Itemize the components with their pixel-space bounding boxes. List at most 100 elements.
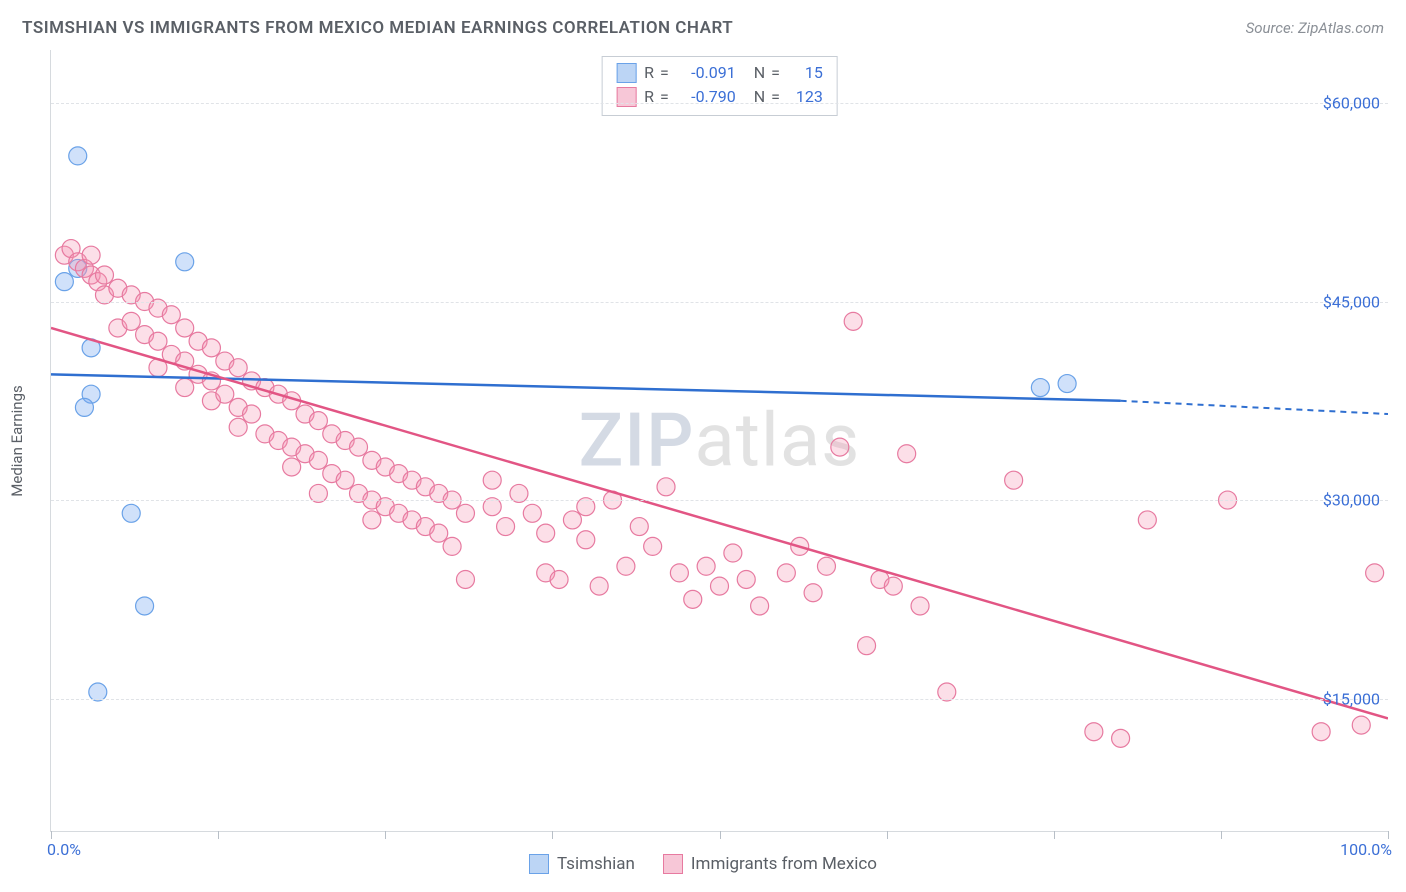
scatter-point (711, 577, 729, 595)
scatter-point (443, 537, 461, 555)
scatter-point (644, 537, 662, 555)
chart-header: TSIMSHIAN VS IMMIGRANTS FROM MEXICO MEDI… (0, 0, 1406, 44)
legend-label: Tsimshian (557, 854, 635, 874)
scatter-point (336, 471, 354, 489)
corr-r-value: -0.790 (678, 85, 736, 109)
x-tick-mark (1221, 831, 1222, 839)
scatter-point (858, 637, 876, 655)
scatter-point (1138, 511, 1156, 529)
scatter-point (309, 412, 327, 430)
scatter-point (176, 319, 194, 337)
corr-n-value: 123 (789, 85, 823, 109)
series-legend: Tsimshian Immigrants from Mexico (529, 854, 877, 874)
scatter-point (670, 564, 688, 582)
scatter-point (777, 564, 795, 582)
scatter-point (657, 478, 675, 496)
scatter-point (884, 577, 902, 595)
gridline (51, 103, 1388, 104)
trend-line-extrapolated (1121, 401, 1388, 414)
scatter-point (590, 577, 608, 595)
scatter-point (456, 570, 474, 588)
scatter-point (804, 584, 822, 602)
scatter-point (283, 458, 301, 476)
scatter-point (82, 246, 100, 264)
scatter-point (497, 518, 515, 536)
scatter-point (456, 504, 474, 522)
scatter-point (363, 511, 381, 529)
scatter-point (898, 445, 916, 463)
scatter-point (577, 531, 595, 549)
x-axis-min-label: 0.0% (47, 840, 81, 859)
y-tick-label: $60,000 (1323, 93, 1380, 112)
scatter-point (724, 544, 742, 562)
scatter-point (176, 253, 194, 271)
scatter-point (737, 570, 755, 588)
scatter-point (1031, 379, 1049, 397)
legend-swatch (616, 87, 636, 107)
x-tick-mark (51, 831, 52, 839)
corr-n-label: N = (744, 85, 781, 109)
scatter-point (1058, 375, 1076, 393)
correlation-row: R =-0.091 N =15 (616, 61, 823, 85)
scatter-point (831, 438, 849, 456)
scatter-point (1312, 723, 1330, 741)
corr-n-label: N = (744, 61, 781, 85)
x-tick-mark (1388, 831, 1389, 839)
gridline (51, 302, 1388, 303)
scatter-point (75, 398, 93, 416)
scatter-point (1352, 716, 1370, 734)
scatter-point (149, 332, 167, 350)
correlation-legend: R =-0.091 N =15R =-0.790 N =123 (601, 56, 838, 116)
scatter-point (684, 590, 702, 608)
scatter-point (430, 524, 448, 542)
legend-item: Immigrants from Mexico (663, 854, 877, 874)
chart-source: Source: ZipAtlas.com (1246, 19, 1384, 37)
scatter-point (229, 359, 247, 377)
scatter-point (1005, 471, 1023, 489)
y-tick-label: $45,000 (1323, 292, 1380, 311)
chart-area: Median Earnings ZIPatlas R =-0.091 N =15… (50, 50, 1388, 832)
y-axis-label: Median Earnings (8, 385, 26, 496)
scatter-point (617, 557, 635, 575)
scatter-point (216, 385, 234, 403)
scatter-point (697, 557, 715, 575)
legend-label: Immigrants from Mexico (691, 854, 877, 874)
scatter-point (630, 518, 648, 536)
scatter-point (550, 570, 568, 588)
legend-swatch (663, 854, 683, 874)
corr-r-label: R = (644, 85, 670, 109)
scatter-point (122, 504, 140, 522)
scatter-point (817, 557, 835, 575)
corr-r-value: -0.091 (678, 61, 736, 85)
scatter-point (844, 312, 862, 330)
chart-title: TSIMSHIAN VS IMMIGRANTS FROM MEXICO MEDI… (22, 18, 733, 38)
scatter-point (229, 418, 247, 436)
gridline (51, 699, 1388, 700)
corr-n-value: 15 (789, 61, 823, 85)
x-tick-mark (887, 831, 888, 839)
scatter-point (202, 339, 220, 357)
x-axis-max-label: 100.0% (1340, 840, 1392, 859)
scatter-point (309, 451, 327, 469)
scatter-point (176, 379, 194, 397)
legend-swatch (529, 854, 549, 874)
scatter-point (1366, 564, 1384, 582)
scatter-point (911, 597, 929, 615)
scatter-point (69, 147, 87, 165)
scatter-point (523, 504, 541, 522)
scatter-point (751, 597, 769, 615)
scatter-point (55, 273, 73, 291)
legend-item: Tsimshian (529, 854, 635, 874)
scatter-point (122, 312, 140, 330)
scatter-point (95, 266, 113, 284)
scatter-point (563, 511, 581, 529)
x-tick-mark (1054, 831, 1055, 839)
scatter-point (1085, 723, 1103, 741)
y-tick-label: $15,000 (1323, 689, 1380, 708)
x-tick-mark (552, 831, 553, 839)
scatter-point (162, 306, 180, 324)
scatter-plot (51, 50, 1388, 831)
scatter-point (537, 524, 555, 542)
gridline (51, 500, 1388, 501)
trend-line (51, 328, 1388, 718)
